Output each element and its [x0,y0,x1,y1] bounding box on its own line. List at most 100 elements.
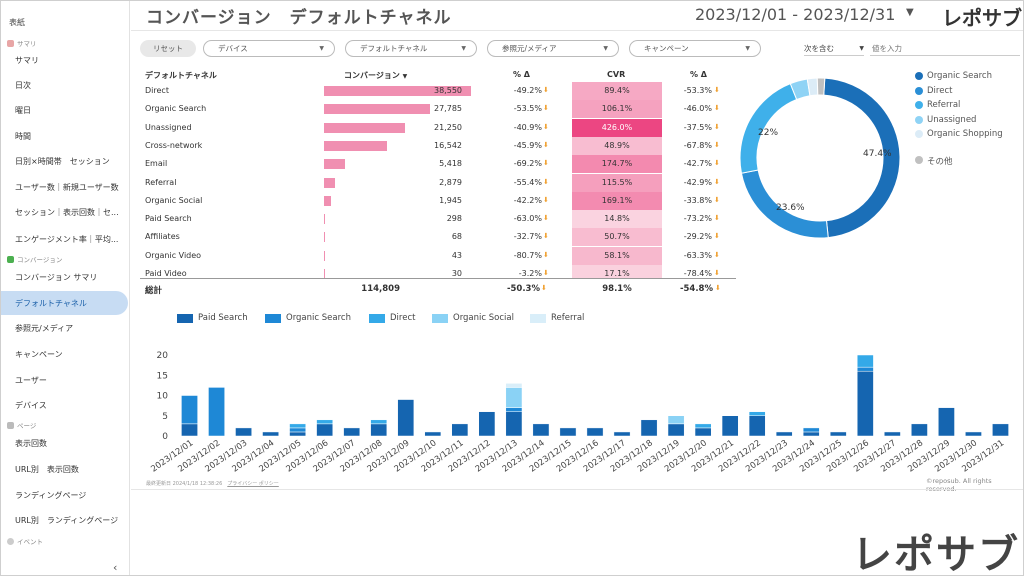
bar-segment[interactable] [721,415,739,437]
sidebar-item[interactable]: URL別 表示回数 [15,464,79,474]
privacy-link[interactable]: プライバシー ポリシー [227,481,279,487]
bar-segment[interactable] [397,399,415,437]
bar-segment[interactable] [883,431,901,437]
bar-segment[interactable] [748,411,766,416]
table-row[interactable]: Organic Social 1,945 -42.2% ⬇ 169.1% -33.8% ⬇ [140,191,736,210]
bar-segment[interactable] [694,423,712,429]
legend-item[interactable]: Referral [530,313,584,323]
sidebar-item[interactable]: デバイス [15,400,47,410]
bar-segment[interactable] [938,407,955,437]
device-filter[interactable]: デバイス ▼ [203,40,335,57]
table-row[interactable]: Organic Search 27,785 -53.5% ⬇ 106.1% -46.0% ⬇ [140,100,736,119]
bar-segment[interactable] [856,370,874,437]
table-row[interactable]: Organic Video 43 -80.7% ⬇ 58.1% -63.3% ⬇ [140,246,736,265]
sidebar-item[interactable]: 日別×時間帯 セッション [15,156,110,166]
sidebar-item[interactable]: セッション｜表示回数｜セ... [15,207,119,217]
bar-segment[interactable] [911,423,928,437]
filter-value-input[interactable] [870,41,1020,56]
table-row[interactable]: Cross-network 16,542 -45.9% ⬇ 48.9% -67.8% ⬇ [140,136,736,155]
table-row[interactable]: Direct 38,550 -49.2% ⬇ 89.4% -53.3% ⬇ [140,82,736,100]
bar-segment[interactable] [181,423,198,437]
sidebar-item[interactable]: URL別 ランディングページ [15,515,119,525]
sidebar-item[interactable]: ユーザー数｜新規ユーザー数 [15,182,119,192]
sidebar-item[interactable]: キャンペーン [15,349,63,359]
bar-segment[interactable] [316,419,334,425]
bar-segment[interactable] [559,427,577,437]
bar-segment[interactable] [748,415,766,437]
legend-item[interactable]: Referral [915,100,1015,110]
bar-segment[interactable] [289,423,307,429]
bar-segment[interactable] [694,427,712,437]
legend-item[interactable]: Organic Search [265,313,351,323]
bar-segment[interactable] [424,431,442,437]
sidebar-item[interactable]: 時間 [15,131,31,141]
bar-segment[interactable] [289,431,307,437]
bar-segment[interactable] [802,431,820,437]
table-row[interactable]: Paid Search 298 -63.0% ⬇ 14.8% -73.2% ⬇ [140,210,736,229]
sidebar-item[interactable]: 参照元/メディア [15,323,74,333]
legend-item[interactable]: Unassigned [915,115,1015,125]
sidebar-item[interactable]: 日次 [15,80,31,90]
sidebar-cover[interactable]: 表紙 [9,18,25,27]
bar-segment[interactable] [640,419,658,437]
bar-segment[interactable] [775,431,793,437]
header-cvr[interactable]: CVR [607,70,626,79]
bar-segment[interactable] [262,431,279,437]
bar-segment[interactable] [370,419,388,425]
bar-segment[interactable] [992,423,1009,437]
bar-segment[interactable] [235,427,252,437]
sidebar-item[interactable]: サマリ [15,55,39,65]
bar-segment[interactable] [829,431,847,437]
date-range-picker[interactable]: 2023/12/01 - 2023/12/31 [695,5,896,24]
bar-segment[interactable] [667,423,685,437]
header-cvr-delta[interactable]: % Δ [690,70,707,79]
legend-item[interactable]: Organic Social [432,313,514,323]
legend-item[interactable]: Direct [915,86,1015,96]
bar-segment[interactable] [181,395,198,425]
sidebar-item-active[interactable]: デフォルトチャネル [1,291,128,315]
legend-item[interactable]: Organic Search [915,71,1015,81]
bar-segment[interactable] [370,423,388,437]
bar-segment[interactable] [316,423,334,437]
channel-filter[interactable]: デフォルトチャネル ▼ [345,40,477,57]
bar-segment[interactable] [856,366,874,372]
collapse-sidebar-button[interactable]: ‹ [113,561,118,574]
donut-slice[interactable] [816,77,826,96]
sidebar-item[interactable]: 表示回数 [15,438,47,448]
bar-segment[interactable] [478,411,496,437]
legend-item[interactable]: その他 [915,155,1015,167]
bar-segment[interactable] [532,423,550,437]
bar-segment[interactable] [505,411,523,437]
bar-segment[interactable] [289,427,307,433]
table-row[interactable]: Affiliates 68 -32.7% ⬇ 50.7% -29.2% ⬇ [140,228,736,247]
bar-segment[interactable] [667,415,685,425]
reset-button[interactable]: リセット [140,40,196,57]
legend-item[interactable]: Organic Shopping [915,129,1015,139]
bar-segment[interactable] [505,407,523,412]
bar-segment[interactable] [208,387,225,437]
source-filter[interactable]: 参照元/メディア ▼ [487,40,619,57]
bar-segment[interactable] [586,427,604,437]
table-row[interactable]: Email 5,418 -69.2% ⬇ 174.7% -42.7% ⬇ [140,155,736,174]
header-channel[interactable]: デフォルトチャネル [145,71,217,80]
bar-segment[interactable] [505,383,523,388]
bar-segment[interactable] [451,423,469,437]
bar-segment[interactable] [856,354,874,368]
header-conversions[interactable]: コンバージョン ▼ [344,71,408,80]
sidebar-item[interactable]: エンゲージメント率｜平均... [15,234,119,244]
table-row[interactable]: Paid Video 30 -3.2% ⬇ 17.1% -78.4% ⬇ [140,265,736,278]
campaign-filter[interactable]: キャンペーン ▼ [629,40,761,57]
sidebar-item[interactable]: 曜日 [15,105,31,115]
bar-segment[interactable] [613,431,631,437]
legend-item[interactable]: Direct [369,313,415,323]
table-row[interactable]: Referral 2,879 -55.4% ⬇ 115.5% -42.9% ⬇ [140,173,736,192]
bar-segment[interactable] [505,387,523,408]
chevron-down-icon[interactable]: ▼ [906,7,914,18]
sidebar-item[interactable]: コンバージョン サマリ [15,272,98,282]
table-row[interactable]: Unassigned 21,250 -40.9% ⬇ 426.0% -37.5% ⬇ [140,118,736,137]
sidebar-item[interactable]: ユーザー [15,375,47,385]
sidebar-item[interactable]: ランディングページ [15,490,87,500]
legend-item[interactable]: Paid Search [177,313,248,323]
match-type-select[interactable]: 次を含む ▼ [804,41,864,56]
bar-segment[interactable] [343,427,361,437]
